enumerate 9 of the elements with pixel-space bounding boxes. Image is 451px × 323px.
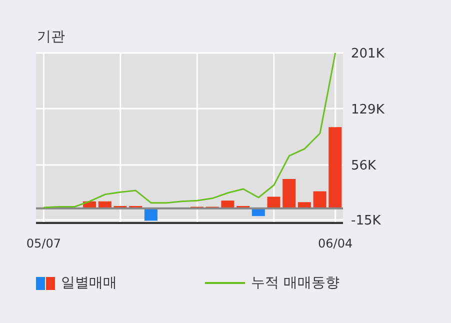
legend-label: 누적 매매동향	[251, 274, 340, 292]
legend-label: 일별매매	[61, 274, 117, 292]
y-tick-label: 201K	[351, 46, 385, 62]
x-tick-label: 05/07	[26, 236, 61, 251]
y-tick-label: -15K	[351, 214, 382, 229]
y-tick-label: 56K	[351, 158, 377, 174]
chart-title: 기관	[37, 28, 65, 46]
y-tick-label: 129K	[351, 102, 385, 118]
x-tick-label: 06/04	[318, 236, 353, 251]
